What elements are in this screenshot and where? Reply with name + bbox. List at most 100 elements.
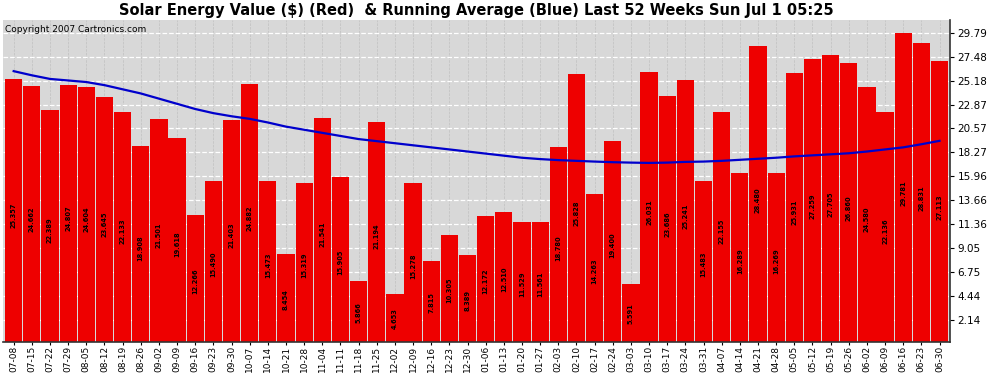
Text: 27.705: 27.705 [828,191,834,217]
Text: 23.645: 23.645 [101,211,108,237]
Bar [604,141,622,342]
Text: 11.529: 11.529 [519,272,525,297]
Bar [259,182,276,342]
Text: 22.136: 22.136 [882,219,888,245]
Bar [205,181,222,342]
Text: 12.266: 12.266 [192,268,198,294]
Bar [423,261,440,342]
Text: 21.194: 21.194 [374,224,380,249]
Bar [841,63,857,342]
Text: 25.828: 25.828 [573,201,579,226]
Text: 21.403: 21.403 [229,222,235,248]
Text: 24.807: 24.807 [65,206,71,231]
Bar [405,183,422,342]
Text: 19.400: 19.400 [610,232,616,258]
Bar [168,138,186,342]
Bar [586,194,603,342]
Text: 26.860: 26.860 [845,195,851,221]
Text: 25.357: 25.357 [11,203,17,228]
Text: 22.389: 22.389 [47,217,53,243]
Bar [514,222,531,342]
Bar [549,147,567,342]
Bar [23,86,41,342]
Bar [295,183,313,342]
Bar [186,214,204,342]
Text: 4.653: 4.653 [392,308,398,329]
Bar [386,294,404,342]
Bar [913,43,930,342]
Text: 28.480: 28.480 [755,187,761,213]
Bar [623,284,640,342]
Text: 24.882: 24.882 [247,205,252,231]
Bar [477,216,494,342]
Bar [314,118,331,342]
Bar [641,72,657,342]
Bar [277,254,295,342]
Text: 23.686: 23.686 [664,211,670,237]
Text: 27.113: 27.113 [937,194,942,220]
Bar [5,79,23,342]
Bar [732,173,748,342]
Text: 15.483: 15.483 [701,252,707,278]
Text: 24.604: 24.604 [83,207,89,232]
Text: 12.172: 12.172 [483,268,489,294]
Bar [858,87,875,342]
Bar [441,235,458,342]
Bar [876,112,894,342]
Bar [677,80,694,342]
Text: 21.501: 21.501 [155,222,162,248]
Bar [495,212,513,342]
Text: 8.389: 8.389 [464,290,470,310]
Bar [532,222,548,342]
Text: 15.905: 15.905 [338,250,344,275]
Bar [931,61,948,342]
Bar [368,122,385,342]
Text: 7.815: 7.815 [429,292,435,314]
Bar [150,119,167,342]
Text: 11.561: 11.561 [538,272,544,297]
Text: 18.908: 18.908 [138,235,144,261]
Text: 16.269: 16.269 [773,248,779,274]
Text: 10.305: 10.305 [446,278,452,303]
Text: 5.866: 5.866 [355,302,361,323]
Bar [658,96,676,342]
Bar [786,73,803,342]
Bar [804,59,821,342]
Text: 26.031: 26.031 [646,200,652,225]
Bar [713,112,731,342]
Text: 25.241: 25.241 [682,203,688,229]
Bar [59,84,77,342]
Bar [114,112,132,342]
Title: Solar Energy Value ($) (Red)  & Running Average (Blue) Last 52 Weeks Sun Jul 1 0: Solar Energy Value ($) (Red) & Running A… [119,3,834,18]
Text: 24.662: 24.662 [29,206,35,232]
Text: 27.259: 27.259 [810,194,816,219]
Text: 14.263: 14.263 [592,258,598,284]
Text: 28.831: 28.831 [919,186,925,211]
Bar [568,74,585,342]
Bar [459,255,476,342]
Bar [695,181,712,342]
Bar [42,110,58,342]
Bar [767,173,785,342]
Text: 12.510: 12.510 [501,267,507,292]
Bar [132,146,149,342]
Bar [332,177,349,342]
Text: 22.133: 22.133 [120,219,126,245]
Bar [223,120,241,342]
Text: 24.580: 24.580 [864,207,870,232]
Text: Copyright 2007 Cartronics.com: Copyright 2007 Cartronics.com [5,25,146,34]
Text: 15.473: 15.473 [264,252,271,278]
Text: 15.278: 15.278 [410,253,416,279]
Bar [350,281,367,342]
Text: 18.780: 18.780 [555,236,561,261]
Text: 8.454: 8.454 [283,289,289,310]
Text: 16.289: 16.289 [737,248,742,273]
Text: 21.541: 21.541 [320,222,326,248]
Text: 19.618: 19.618 [174,231,180,257]
Text: 15.490: 15.490 [210,252,217,278]
Text: 5.591: 5.591 [628,304,634,324]
Text: 22.155: 22.155 [719,219,725,244]
Text: 25.931: 25.931 [791,200,797,225]
Bar [822,54,840,342]
Bar [96,97,113,342]
